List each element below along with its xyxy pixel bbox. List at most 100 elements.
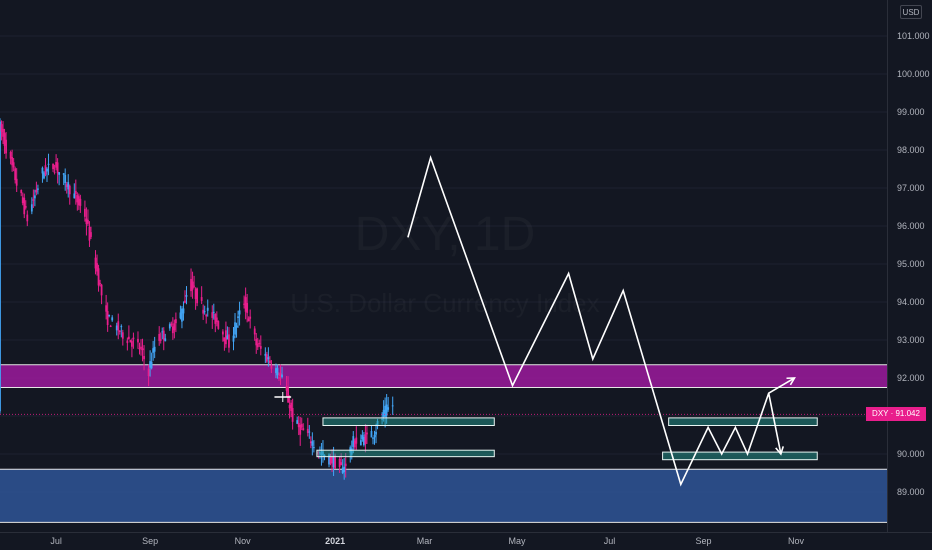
- currency-badge[interactable]: USD: [900, 5, 922, 19]
- candle-body: [147, 368, 150, 376]
- candles: [0, 118, 394, 480]
- candle-body: [341, 467, 344, 474]
- candle-body: [268, 360, 271, 363]
- y-tick-label: 94.000: [897, 297, 925, 307]
- candle-body: [84, 208, 86, 217]
- candle-body: [344, 463, 347, 467]
- candle-body: [46, 168, 48, 172]
- y-tick-label: 89.000: [897, 487, 925, 497]
- candle-body: [2, 128, 4, 137]
- candle-body: [376, 420, 379, 427]
- candle-body: [164, 338, 167, 342]
- candle-body: [184, 300, 186, 303]
- candle-body: [159, 339, 162, 341]
- candle-body: [153, 346, 156, 352]
- candle-body: [375, 431, 377, 435]
- candle-body: [15, 178, 18, 186]
- resistance-zone: [0, 364, 887, 388]
- candle-body: [265, 354, 268, 362]
- candle-body: [158, 333, 161, 341]
- price-tag-symbol: DXY: [872, 409, 889, 419]
- candle-body: [196, 288, 199, 304]
- candle-body: [96, 263, 98, 272]
- candle-body: [317, 451, 320, 455]
- target-box: [316, 449, 495, 458]
- candle-body: [249, 316, 252, 319]
- candle-body: [111, 317, 114, 321]
- candle-body: [185, 295, 188, 297]
- candle-body: [68, 185, 71, 195]
- candle-body: [105, 305, 108, 312]
- candle-body: [370, 431, 373, 438]
- candle-body: [100, 284, 103, 296]
- y-tick-label: 97.000: [897, 183, 925, 193]
- candle-body: [362, 436, 365, 446]
- candle-body: [168, 324, 171, 329]
- candle-body: [108, 314, 111, 316]
- candle-body: [30, 204, 33, 212]
- candle-body: [97, 268, 100, 286]
- y-tick-label: 92.000: [897, 373, 925, 383]
- y-tick-label: 98.000: [897, 145, 925, 155]
- candle-body: [258, 342, 261, 344]
- candle-body: [20, 190, 23, 194]
- candle-body: [235, 325, 238, 328]
- candle-body: [11, 157, 14, 166]
- target-box: [662, 451, 818, 461]
- candle-body: [67, 182, 70, 190]
- candle-body: [290, 402, 293, 412]
- candle-body: [115, 325, 118, 331]
- candle-body: [246, 303, 249, 313]
- candle-body: [173, 323, 176, 331]
- candle-body: [143, 356, 145, 360]
- candle-body: [232, 335, 235, 342]
- support-zone: [0, 469, 887, 523]
- candle-body: [391, 405, 394, 407]
- y-tick-label: 99.000: [897, 107, 925, 117]
- candle-body: [174, 319, 177, 324]
- candle-body: [359, 440, 362, 446]
- candle-body: [288, 404, 291, 409]
- candle-body: [140, 346, 142, 349]
- candle-body: [228, 334, 230, 348]
- candle-body: [179, 312, 182, 319]
- candle-body: [73, 193, 76, 199]
- candle-body: [214, 313, 217, 324]
- candle-body: [212, 311, 215, 313]
- y-tick-label: 90.000: [897, 449, 925, 459]
- candle-body: [385, 404, 388, 416]
- candle-body: [14, 168, 17, 181]
- candle-body: [137, 338, 139, 343]
- candle-body: [52, 163, 54, 170]
- candle-body: [340, 462, 343, 466]
- candle-body: [225, 330, 227, 345]
- candle-body: [202, 309, 205, 314]
- candle-body: [270, 365, 273, 369]
- arrowheads: [775, 377, 796, 456]
- candle-body: [190, 278, 192, 292]
- candle-body: [5, 139, 7, 154]
- candle-body: [329, 456, 332, 464]
- candle-body: [373, 434, 376, 438]
- candle-body: [381, 418, 383, 420]
- candle-body: [234, 322, 236, 335]
- watermark-symbol: DXY, 1D: [355, 208, 536, 261]
- candle-body: [312, 447, 315, 449]
- candle-body: [256, 343, 259, 348]
- candle-body: [311, 441, 314, 446]
- candle-body: [56, 162, 59, 174]
- candle-body: [149, 361, 152, 368]
- price-axis[interactable]: 101.000 100.000 99.000 98.000 97.000 96.000 95…: [897, 31, 930, 497]
- candle-body: [279, 373, 282, 377]
- x-tick-label: Sep: [142, 536, 158, 546]
- candle-body: [343, 466, 346, 473]
- candle-body: [191, 281, 194, 290]
- candle-body: [99, 283, 101, 285]
- time-axis[interactable]: Jul Sep Nov 2021 Mar May Jul Sep Nov: [50, 536, 804, 546]
- candle-body: [291, 407, 294, 422]
- candle-body: [141, 348, 144, 351]
- candle-body: [41, 167, 44, 174]
- candle-body: [129, 339, 132, 343]
- candle-body: [65, 184, 68, 188]
